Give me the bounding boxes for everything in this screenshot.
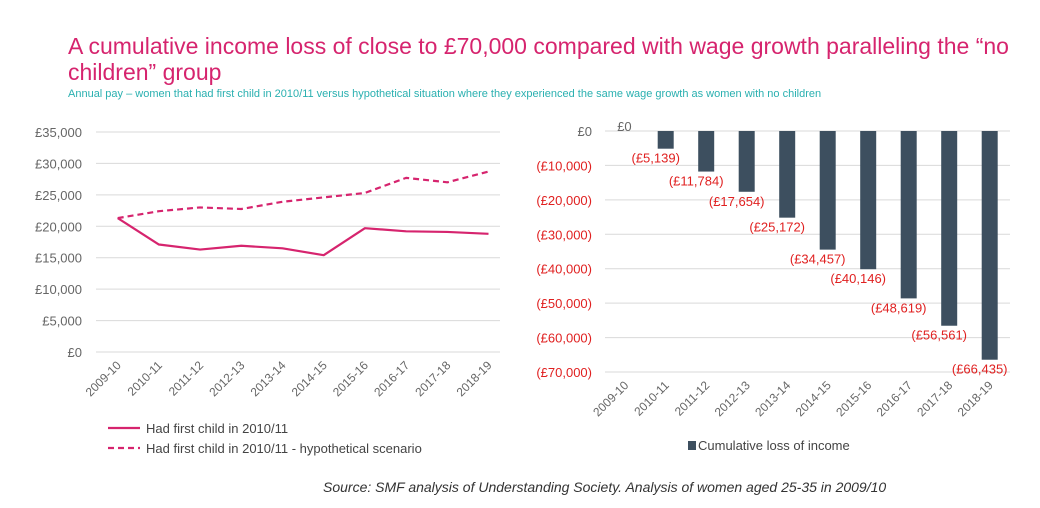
x-tick-label: 2011-12 (166, 358, 207, 399)
x-tick-label: 2014-15 (289, 358, 330, 399)
data-label: (£56,561) (911, 328, 967, 343)
y-tick-label: £15,000 (35, 251, 82, 266)
y-tick-label: (£10,000) (536, 158, 592, 173)
x-tick-label: 2010-11 (125, 358, 166, 399)
x-tick-label: 2012-13 (712, 378, 753, 419)
x-tick-label: 2017-18 (914, 378, 955, 419)
bar (860, 131, 877, 270)
x-tick-label: 2014-15 (793, 378, 834, 419)
x-tick-label: 2009-10 (590, 378, 631, 419)
series-line-2 (117, 170, 489, 220)
data-label: (£34,457) (790, 252, 846, 267)
bar (738, 131, 755, 192)
data-label: (£40,146) (830, 271, 886, 286)
y-tick-label: £35,000 (35, 125, 82, 140)
y-tick-label: £0 (578, 124, 592, 139)
legend-label: Had first child in 2010/11 (146, 421, 288, 436)
y-tick-label: £30,000 (35, 156, 82, 171)
x-tick-label: 2011-12 (672, 378, 713, 419)
y-tick-label: (£30,000) (536, 227, 592, 242)
bar (900, 131, 917, 299)
legend-label: Had first child in 2010/11 - hypothetica… (146, 441, 422, 456)
bar (819, 131, 836, 250)
source-note: Source: SMF analysis of Understanding So… (323, 479, 887, 495)
x-tick-label: 2013-14 (752, 378, 793, 419)
y-tick-label: (£40,000) (536, 262, 592, 277)
data-label: (£25,172) (749, 220, 805, 235)
y-tick-label: (£20,000) (536, 193, 592, 208)
x-tick-label: 2016-17 (874, 378, 915, 419)
y-tick-label: £0 (68, 345, 82, 360)
bar (981, 131, 998, 360)
bar (698, 131, 715, 172)
y-tick-label: (£60,000) (536, 331, 592, 346)
y-tick-label: £25,000 (35, 188, 82, 203)
x-tick-label: 2018-19 (955, 378, 996, 419)
chart-subtitle: Annual pay – women that had first child … (68, 88, 822, 100)
y-tick-label: £5,000 (42, 314, 82, 329)
bar (941, 131, 958, 326)
x-tick-label: 2013-14 (248, 358, 289, 399)
x-tick-label: 2016-17 (371, 358, 412, 399)
x-tick-label: 2017-18 (412, 358, 453, 399)
data-label: (£48,619) (871, 300, 927, 315)
y-tick-label: £10,000 (35, 282, 82, 297)
legend-swatch (688, 441, 696, 450)
data-label: £0 (617, 119, 631, 134)
bar (657, 131, 674, 149)
chart-title: A cumulative income loss of close to £70… (68, 33, 1009, 85)
data-label: (£11,784) (669, 174, 724, 189)
x-tick-label: 2012-13 (206, 358, 247, 399)
x-tick-label: 2015-16 (833, 378, 874, 419)
y-tick-label: (£50,000) (536, 296, 592, 311)
bar (779, 131, 796, 218)
x-tick-label: 2018-19 (454, 358, 495, 399)
x-tick-label: 2009-10 (83, 358, 124, 399)
y-tick-label: £20,000 (35, 219, 82, 234)
legend-label: Cumulative loss of income (698, 438, 850, 453)
series-line-1 (117, 217, 489, 257)
x-tick-label: 2015-16 (330, 358, 371, 399)
y-tick-label: (£70,000) (536, 365, 592, 380)
x-tick-label: 2010-11 (631, 378, 672, 419)
data-label: (£66,435) (952, 362, 1008, 377)
data-label: (£5,139) (631, 151, 679, 166)
data-label: (£17,654) (709, 194, 765, 209)
